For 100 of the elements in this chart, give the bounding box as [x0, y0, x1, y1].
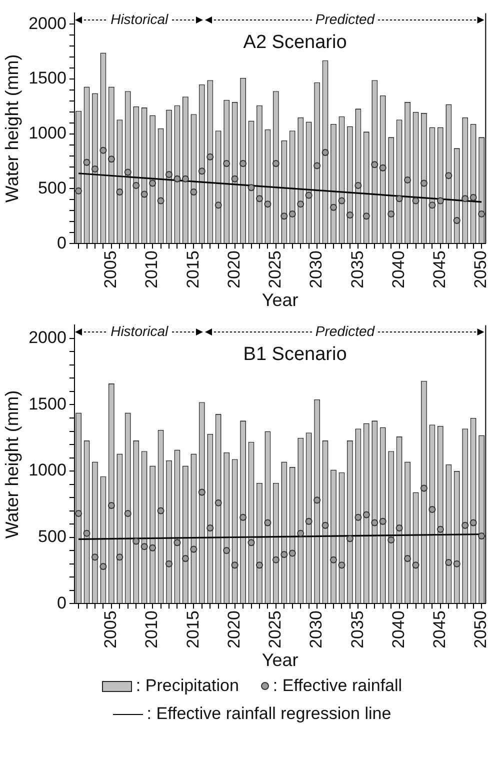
x-tick-label: 2045 [430, 250, 450, 288]
point [379, 518, 386, 525]
text: A2 Scenario [243, 32, 347, 53]
annotation: Predicted [312, 323, 378, 340]
x-tick-label: 2020 [224, 610, 244, 648]
point [428, 202, 436, 209]
point [132, 182, 140, 189]
y-tick-label: 1000 [28, 460, 66, 480]
point [116, 554, 124, 561]
y-tick-label: 1500 [28, 394, 66, 414]
point [297, 200, 304, 208]
text: B1 Scenario [243, 344, 347, 365]
point [420, 180, 428, 187]
point [256, 195, 263, 202]
point [198, 168, 206, 175]
point [231, 175, 238, 182]
point [338, 562, 346, 569]
point [75, 510, 82, 517]
point [354, 182, 362, 189]
legend-label: : Effective rainfall regression line [146, 704, 392, 724]
point [182, 175, 189, 182]
point [223, 160, 230, 167]
point [190, 188, 198, 196]
y-tick-label: 500 [38, 178, 66, 198]
y-tick-label: 0 [56, 233, 66, 252]
point [330, 556, 337, 564]
point [206, 153, 214, 160]
point [346, 535, 354, 542]
point [174, 539, 181, 546]
x-tick-label: 2040 [388, 610, 408, 648]
legend-label: : Precipitation [136, 676, 239, 696]
point [322, 149, 329, 156]
point [157, 507, 164, 514]
x-tick-label: 2005 [101, 610, 120, 648]
point [305, 192, 312, 199]
point [305, 518, 312, 525]
point [453, 217, 460, 224]
x-tick-label: 2030 [306, 610, 326, 648]
point [379, 164, 386, 172]
point [436, 197, 444, 204]
y-tick-label: 1500 [28, 68, 66, 88]
point [297, 530, 304, 537]
x-tick-label: 2020 [224, 250, 244, 288]
point [470, 194, 477, 202]
point [264, 200, 272, 208]
point [214, 499, 222, 506]
x-tick-label: 2040 [388, 250, 408, 288]
y-axis-title: Water height (mm) [2, 54, 22, 203]
point [428, 506, 436, 513]
point [354, 514, 362, 521]
x-tick-label: 2050 [471, 250, 490, 288]
point [404, 555, 412, 562]
point [362, 212, 370, 220]
point [272, 556, 280, 564]
point [280, 551, 288, 558]
x-tick-label: 2050 [471, 610, 490, 648]
point [100, 562, 107, 570]
y-axis-title: Water height (mm) [2, 390, 22, 539]
x-tick-label: 2035 [348, 250, 367, 288]
point [248, 539, 255, 546]
point [124, 168, 132, 176]
point [412, 197, 420, 204]
point [330, 204, 337, 211]
x-tick-label: 2030 [306, 250, 326, 288]
point [223, 547, 230, 554]
point [100, 146, 107, 154]
x-tick-label: 2010 [142, 250, 162, 288]
annotation: Historical [108, 11, 172, 28]
point [445, 558, 452, 566]
x-axis-title: Year [262, 290, 298, 310]
point [322, 522, 329, 529]
point [182, 555, 189, 562]
point [240, 514, 247, 521]
point [108, 502, 115, 509]
point [314, 162, 321, 170]
point [248, 184, 255, 192]
point [166, 170, 173, 178]
point [412, 562, 420, 569]
point [388, 210, 395, 218]
x-tick-label: 2010 [142, 610, 162, 648]
point [132, 538, 140, 545]
point [362, 511, 370, 518]
point [338, 197, 346, 204]
point [140, 190, 148, 198]
point [140, 543, 148, 550]
point [436, 526, 444, 533]
point [174, 175, 181, 182]
annotation: Historical [108, 323, 172, 340]
y-tick-label: 2000 [28, 328, 66, 348]
point [288, 210, 296, 218]
point [272, 160, 280, 167]
legend-label: : Effective rainfall [272, 676, 402, 696]
x-tick-label: 2015 [183, 610, 202, 648]
x-tick-label: 2005 [101, 250, 120, 288]
y-tick-label: 2000 [28, 14, 66, 33]
point [75, 187, 82, 194]
point [396, 524, 403, 532]
point [396, 195, 403, 202]
point [108, 156, 115, 163]
point [478, 532, 486, 540]
